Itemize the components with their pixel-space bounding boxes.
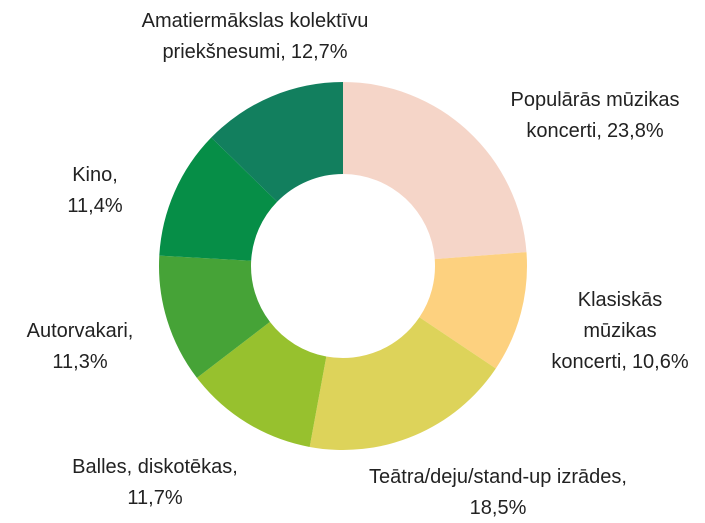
donut-slice bbox=[211, 82, 343, 202]
category-label: Populārās mūzikas koncerti, bbox=[510, 89, 680, 142]
slice-label: Klasiskās mūzikas koncerti, 10,6% bbox=[540, 285, 700, 378]
slice-label: Autorvakari, 11,3% bbox=[5, 316, 155, 378]
donut-slice bbox=[343, 82, 527, 260]
value-label: 11,7% bbox=[127, 487, 183, 509]
category-label: Amatiermākslas kolektīvu priekšnesumi, bbox=[141, 10, 369, 63]
category-label: Kino, bbox=[72, 164, 118, 186]
slice-label: Kino, 11,4% bbox=[35, 160, 155, 222]
category-label: Balles, diskotēkas, bbox=[72, 456, 238, 478]
donut-slice bbox=[419, 252, 527, 369]
category-label: Klasiskās mūzikas koncerti, bbox=[551, 289, 663, 373]
value-label: 18,5% bbox=[469, 497, 527, 519]
donut-slice bbox=[196, 321, 327, 447]
value-label: 11,4% bbox=[67, 195, 123, 217]
slice-label: Populārās mūzikas koncerti, 23,8% bbox=[495, 85, 695, 147]
value-label: 11,3% bbox=[52, 351, 108, 373]
value-label: 10,6% bbox=[631, 351, 689, 373]
slice-label: Amatiermākslas kolektīvu priekšnesumi, 12… bbox=[110, 6, 400, 68]
slice-label: Balles, diskotēkas, 11,7% bbox=[35, 452, 275, 514]
donut-slice bbox=[309, 317, 496, 450]
value-label: 12,7% bbox=[290, 41, 348, 63]
value-label: 23,8% bbox=[606, 120, 664, 142]
category-label: Teātra/deju/stand-up izrādes, bbox=[369, 466, 627, 488]
donut-slice bbox=[159, 255, 270, 378]
slice-label: Teātra/deju/stand-up izrādes, 18,5% bbox=[333, 462, 663, 523]
category-label: Autorvakari, bbox=[26, 320, 134, 342]
donut-slice bbox=[159, 137, 278, 261]
